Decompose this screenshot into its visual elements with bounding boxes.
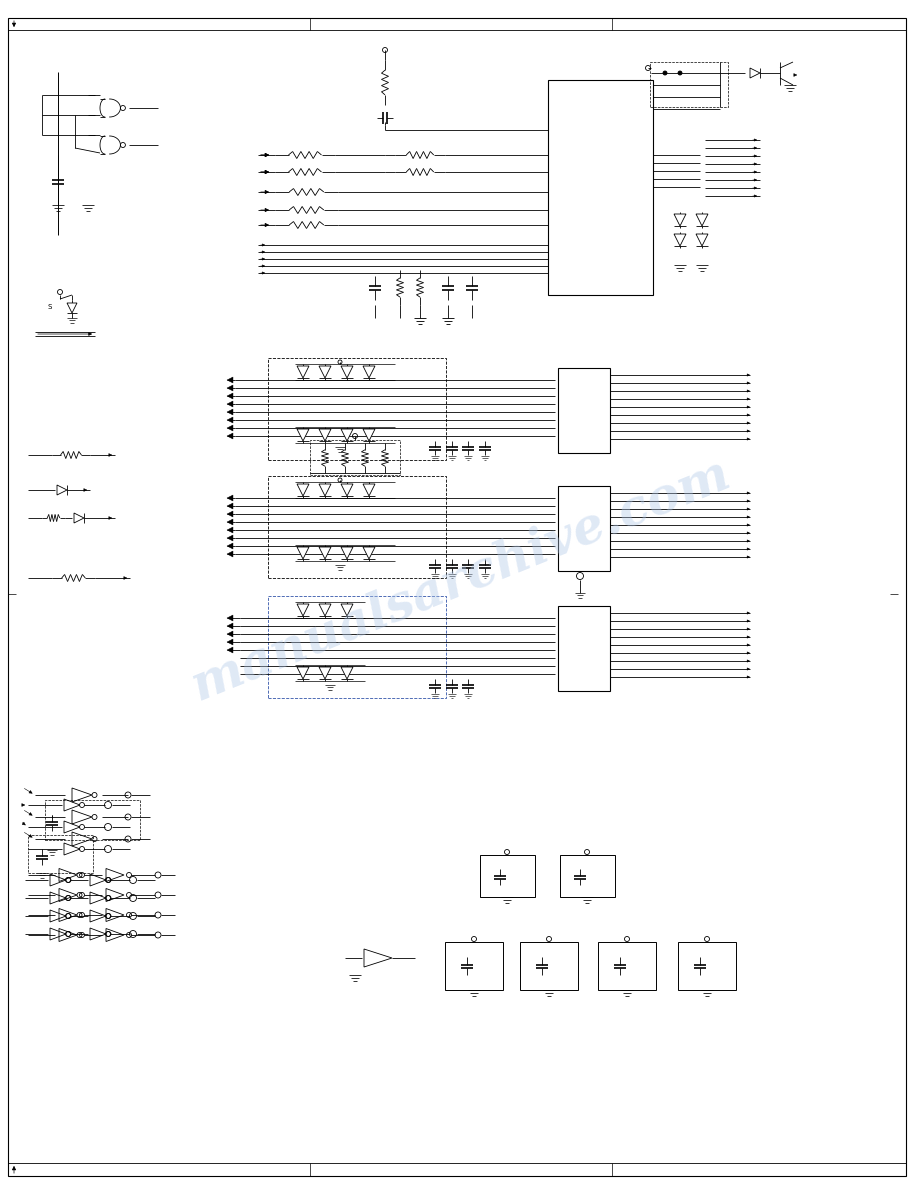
Polygon shape <box>227 409 233 415</box>
Polygon shape <box>227 527 233 533</box>
Bar <box>558 486 610 571</box>
Polygon shape <box>341 484 353 497</box>
Polygon shape <box>674 214 686 226</box>
Polygon shape <box>341 429 353 441</box>
Polygon shape <box>227 623 233 628</box>
Polygon shape <box>363 366 375 378</box>
Polygon shape <box>227 377 233 383</box>
Polygon shape <box>227 402 233 407</box>
Text: manualsarchive.com: manualsarchive.com <box>184 449 737 710</box>
Polygon shape <box>750 68 760 78</box>
Polygon shape <box>319 429 331 441</box>
Polygon shape <box>363 429 375 441</box>
Polygon shape <box>341 604 353 617</box>
Polygon shape <box>227 615 233 621</box>
Bar <box>268 358 446 460</box>
Bar <box>678 942 736 990</box>
Bar <box>520 942 578 990</box>
Polygon shape <box>227 432 233 440</box>
Polygon shape <box>341 366 353 378</box>
Polygon shape <box>319 666 331 680</box>
Polygon shape <box>696 234 708 246</box>
Polygon shape <box>227 425 233 431</box>
Polygon shape <box>363 546 375 560</box>
Polygon shape <box>227 495 233 501</box>
Polygon shape <box>319 366 331 378</box>
Polygon shape <box>696 214 708 226</box>
Polygon shape <box>227 385 233 391</box>
Polygon shape <box>297 604 309 617</box>
Polygon shape <box>297 546 309 560</box>
Bar <box>268 596 446 699</box>
Polygon shape <box>297 666 309 680</box>
Polygon shape <box>319 604 331 617</box>
Polygon shape <box>227 535 233 541</box>
Bar <box>548 80 653 295</box>
Polygon shape <box>227 551 233 557</box>
Bar <box>28 835 93 873</box>
Polygon shape <box>227 631 233 637</box>
Polygon shape <box>227 511 233 517</box>
Polygon shape <box>319 484 331 497</box>
Bar <box>310 440 400 475</box>
Bar <box>480 855 535 897</box>
Bar <box>445 942 503 990</box>
Polygon shape <box>227 417 233 423</box>
Polygon shape <box>319 546 331 560</box>
Text: S: S <box>48 304 52 310</box>
Polygon shape <box>227 503 233 508</box>
Polygon shape <box>297 484 309 497</box>
Polygon shape <box>341 666 353 680</box>
Polygon shape <box>227 393 233 399</box>
Polygon shape <box>74 513 84 523</box>
Polygon shape <box>227 543 233 549</box>
Polygon shape <box>341 546 353 560</box>
Bar <box>45 800 140 840</box>
Circle shape <box>678 71 682 75</box>
Circle shape <box>663 71 667 75</box>
Bar <box>268 476 446 579</box>
Polygon shape <box>297 366 309 378</box>
Bar <box>598 942 656 990</box>
Bar <box>650 62 728 107</box>
Bar <box>558 606 610 691</box>
Bar <box>558 368 610 453</box>
Polygon shape <box>227 519 233 525</box>
Bar <box>560 855 615 897</box>
Polygon shape <box>297 429 309 441</box>
Polygon shape <box>674 234 686 246</box>
Polygon shape <box>67 303 77 312</box>
Polygon shape <box>227 639 233 645</box>
Polygon shape <box>363 484 375 497</box>
Polygon shape <box>227 647 233 653</box>
Polygon shape <box>57 485 67 495</box>
